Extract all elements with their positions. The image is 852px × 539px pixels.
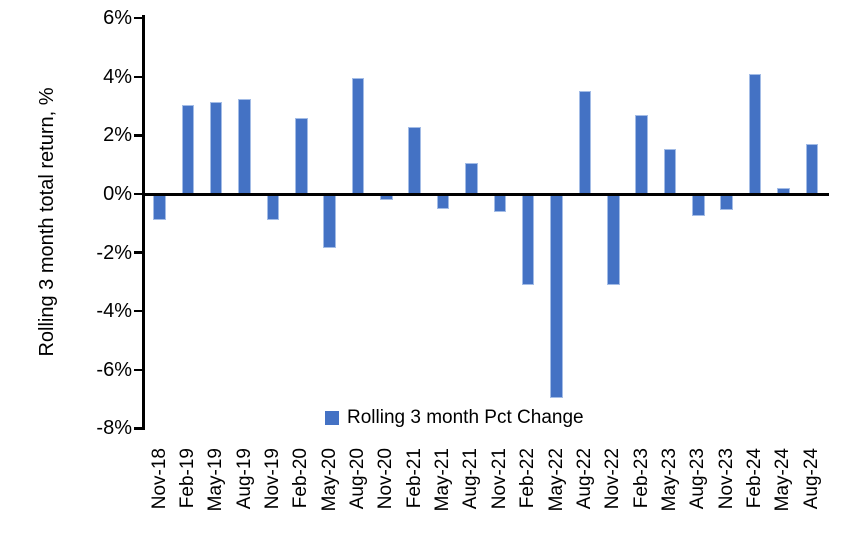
y-tick-label: -4% <box>96 300 132 323</box>
y-tick-label: -2% <box>96 241 132 264</box>
bar-Feb-24 <box>748 73 762 194</box>
bar-Feb-21 <box>408 126 421 194</box>
x-tick-label: Aug-19 <box>233 448 255 510</box>
x-tick-label: Aug-22 <box>573 448 595 510</box>
y-tick-mark <box>134 251 143 254</box>
y-tick-label: 2% <box>103 124 132 147</box>
legend: Rolling 3 month Pct Change <box>325 406 584 430</box>
bar-Feb-23 <box>635 114 648 194</box>
zero-baseline <box>142 192 829 196</box>
bar-Aug-20 <box>351 78 365 194</box>
bar-Nov-18 <box>153 194 166 221</box>
x-tick-label: May-24 <box>772 448 794 512</box>
y-tick-label: -6% <box>96 358 132 381</box>
y-tick-mark <box>134 75 143 79</box>
bar-Feb-20 <box>295 117 308 194</box>
x-tick-label: Aug-20 <box>347 448 369 510</box>
x-tick-label: Nov-21 <box>488 448 510 510</box>
legend-label: Rolling 3 month Pct Change <box>347 407 584 428</box>
y-tick-mark <box>134 16 143 20</box>
legend-swatch-icon <box>325 411 339 425</box>
bar-May-19 <box>209 101 223 194</box>
x-tick-label: Aug-24 <box>800 448 822 510</box>
x-tick-label: Aug-23 <box>687 448 709 510</box>
bar-Nov-21 <box>493 194 507 212</box>
x-tick-label: Feb-20 <box>290 448 312 509</box>
bar-May-21 <box>436 194 450 209</box>
x-tick-label: Nov-18 <box>148 448 170 510</box>
x-tick-label: Nov-19 <box>261 448 283 510</box>
y-tick-label: -8% <box>96 417 132 440</box>
x-tick-label: Feb-21 <box>403 448 425 509</box>
x-tick-label: May-21 <box>432 448 454 512</box>
x-tick-label: Feb-19 <box>176 448 198 509</box>
y-tick-mark <box>134 192 143 196</box>
y-tick-mark <box>134 309 143 313</box>
x-tick-label: Nov-20 <box>375 448 397 510</box>
y-tick-mark <box>134 134 143 137</box>
bar-May-23 <box>663 148 677 194</box>
x-tick-label: Nov-23 <box>715 448 737 510</box>
x-tick-label: Nov-22 <box>602 448 624 510</box>
y-tick-label: 4% <box>103 65 132 88</box>
bar-Aug-19 <box>238 98 251 194</box>
x-tick-label: Feb-24 <box>744 448 766 509</box>
bar-Aug-23 <box>692 194 705 216</box>
bar-May-22 <box>550 194 563 398</box>
bar-Nov-23 <box>720 194 733 211</box>
y-tick-mark <box>134 427 143 430</box>
bar-May-20 <box>323 194 336 249</box>
y-tick-label: 0% <box>103 183 132 205</box>
x-tick-label: May-23 <box>658 448 680 512</box>
bar-Nov-22 <box>607 194 620 285</box>
x-tick-label: May-19 <box>205 448 227 512</box>
x-tick-label: May-20 <box>318 448 340 512</box>
bar-Feb-22 <box>521 194 535 285</box>
bar-Aug-24 <box>805 144 819 194</box>
y-axis-line <box>142 15 145 430</box>
y-tick-mark <box>134 368 143 372</box>
bar-Aug-22 <box>578 91 592 194</box>
bar-Nov-19 <box>266 194 280 221</box>
x-tick-label: Aug-21 <box>460 448 482 510</box>
x-tick-label: May-22 <box>545 448 567 512</box>
x-tick-label: Feb-22 <box>517 448 539 509</box>
y-tick-label: 6% <box>103 7 132 30</box>
bar-Aug-21 <box>465 163 478 194</box>
bar-Feb-19 <box>181 104 195 194</box>
x-tick-label: Feb-23 <box>630 448 652 509</box>
